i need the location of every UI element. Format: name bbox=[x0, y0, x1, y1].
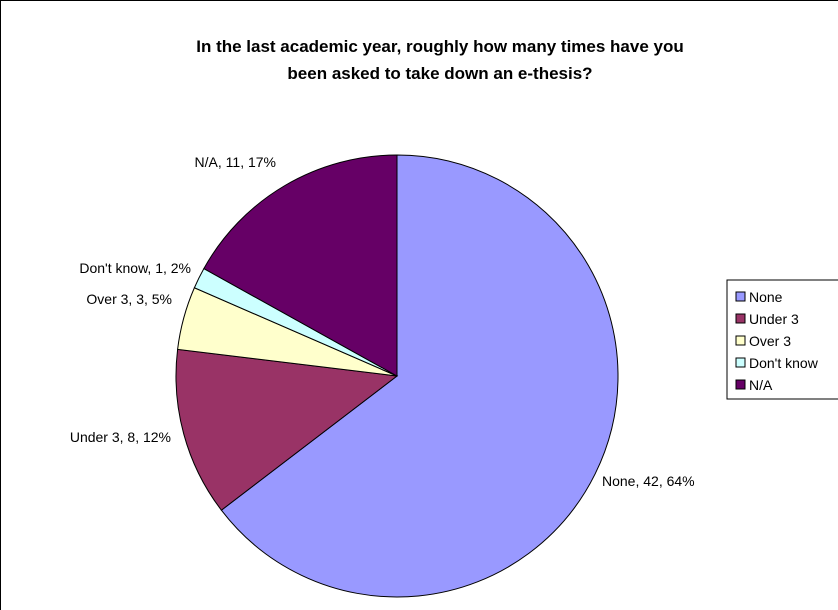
legend-label-none: None bbox=[749, 289, 783, 305]
data-label-don-t-know: Don't know, 1, 2% bbox=[79, 260, 191, 276]
pie-data-labels: None, 42, 64% Under 3, 8, 12% Over 3, 3, 5… bbox=[70, 154, 695, 489]
legend-swatch-over-3 bbox=[735, 335, 746, 346]
legend-label-under-3: Under 3 bbox=[749, 311, 799, 327]
legend-label-n-a: N/A bbox=[749, 377, 773, 393]
legend-swatch-under-3 bbox=[735, 313, 746, 324]
pie-slice-under-3 bbox=[175, 348, 399, 511]
legend-items: None Under 3 Over 3 Don't know N/A bbox=[735, 289, 819, 393]
pie-slice-n-a bbox=[203, 154, 398, 377]
legend-swatch-don-t-know bbox=[735, 357, 746, 368]
chart-title-line-1: In the last academic year, roughly how m… bbox=[196, 37, 684, 56]
data-label-over-3: Over 3, 3, 5% bbox=[86, 291, 172, 307]
data-label-under-3: Under 3, 8, 12% bbox=[70, 429, 171, 445]
legend-swatch-none bbox=[735, 291, 746, 302]
legend-label-over-3: Over 3 bbox=[749, 333, 791, 349]
pie-slice-none bbox=[220, 154, 619, 598]
pie-slices bbox=[175, 154, 619, 598]
chart-title-line-2: been asked to take down an e-thesis? bbox=[287, 64, 592, 83]
legend: None Under 3 Over 3 Don't know N/A bbox=[726, 279, 838, 400]
legend-swatch-n-a bbox=[735, 379, 746, 390]
data-label-n-a: N/A, 11, 17% bbox=[195, 154, 276, 170]
legend-label-don-t-know: Don't know bbox=[749, 355, 819, 371]
data-label-none: None, 42, 64% bbox=[602, 473, 695, 489]
